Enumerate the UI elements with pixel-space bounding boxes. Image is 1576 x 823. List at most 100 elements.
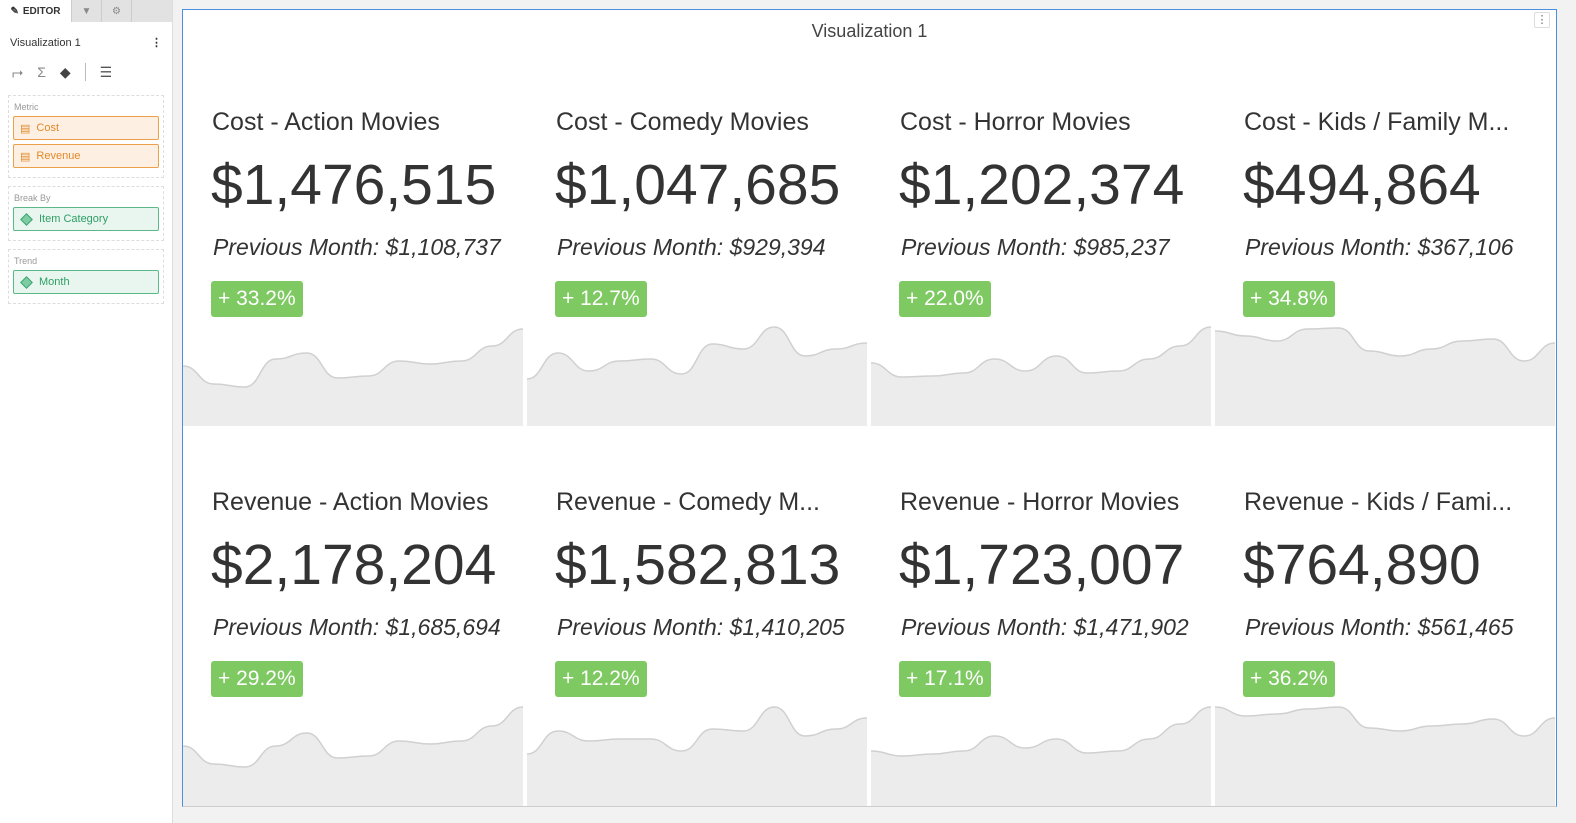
tab-editor[interactable]: ✎ EDITOR <box>0 0 72 22</box>
break-by-zone: Break By Item Category <box>8 186 164 241</box>
pill-label: Item Category <box>39 213 109 225</box>
trend-sparkline <box>1215 327 1555 426</box>
kpi-card: Cost - Action Movies $1,476,515 Previous… <box>183 10 523 426</box>
kpi-previous-month: Previous Month: $367,106 <box>1245 234 1514 260</box>
attribute-pill-item-category[interactable]: Item Category <box>13 207 159 231</box>
attribute-icon <box>20 212 33 226</box>
kpi-title: Cost - Comedy Movies <box>556 108 809 136</box>
trend-sparkline <box>871 706 1211 806</box>
kpi-previous-month: Previous Month: $929,394 <box>557 234 826 260</box>
kpi-previous-month: Previous Month: $561,465 <box>1245 614 1514 640</box>
more-options-icon: ⋮ <box>1536 14 1548 26</box>
metric-pill-cost[interactable]: ▤ Cost <box>13 116 159 140</box>
pill-label: Month <box>39 276 70 288</box>
kpi-value: $2,178,204 <box>211 533 497 597</box>
kpi-value: $1,047,685 <box>555 153 841 217</box>
kpi-card: Cost - Horror Movies $1,202,374 Previous… <box>871 10 1211 426</box>
editor-sidebar: ✎ EDITOR ▼ ⚙ Visualization 1 ⋮ ⮣ Σ ◆ ☰ M… <box>0 0 173 823</box>
sparkline-area <box>1215 707 1555 806</box>
trend-sparkline <box>871 326 1211 426</box>
metric-zone: Metric ▤ Cost ▤ Revenue <box>8 95 164 178</box>
settings-sliders-icon[interactable]: ☰ <box>99 63 113 80</box>
sparkline-line <box>527 706 867 755</box>
trend-zone-label: Trend <box>14 256 38 266</box>
more-options-icon[interactable]: ⋮ <box>151 37 162 49</box>
break-by-zone-label: Break By <box>14 193 51 203</box>
kpi-title: Revenue - Comedy M... <box>556 488 820 516</box>
sigma-icon[interactable]: Σ <box>37 64 46 80</box>
metric-icon: ▤ <box>20 150 31 163</box>
sparkline-area <box>527 327 867 426</box>
panel-more-options-button[interactable]: ⋮ <box>1534 12 1550 28</box>
sparkline-area <box>871 707 1211 806</box>
kpi-card: Revenue - Comedy M... $1,582,813 Previou… <box>527 390 867 806</box>
pill-label: Revenue <box>36 150 81 162</box>
metric-icon: ▤ <box>20 122 31 135</box>
kpi-value: $1,582,813 <box>555 533 841 597</box>
kpi-value: $1,723,007 <box>899 533 1185 597</box>
trend-sparkline <box>183 328 523 426</box>
gear-icon: ⚙ <box>112 5 121 17</box>
sparkline-area <box>871 327 1211 426</box>
tab-editor-label: EDITOR <box>22 5 61 17</box>
sparkline-line <box>183 328 523 388</box>
trend-zone: Trend Month <box>8 249 164 304</box>
kpi-change-badge: + 22.0% <box>899 281 991 317</box>
metric-zone-label: Metric <box>14 102 39 112</box>
sparkline-line <box>871 326 1211 378</box>
sparkline-line <box>871 706 1211 757</box>
sparkline-line <box>527 326 867 380</box>
eraser-icon[interactable]: ◆ <box>59 63 71 80</box>
trend-sparkline <box>1215 706 1555 806</box>
kpi-change-badge: + 12.2% <box>555 661 647 697</box>
kpi-change-badge: + 12.7% <box>555 281 647 317</box>
sparkline-line <box>1215 706 1555 737</box>
visualization-name: Visualization 1 <box>10 36 81 49</box>
kpi-card: Revenue - Kids / Fami... $764,890 Previo… <box>1215 390 1555 806</box>
kpi-title: Cost - Kids / Family M... <box>1244 108 1510 136</box>
visualization-title: Visualization 1 <box>811 21 928 41</box>
tab-settings[interactable]: ⚙ <box>102 0 132 22</box>
kpi-value: $494,864 <box>1243 153 1481 217</box>
sparkline-area <box>527 707 867 806</box>
kpi-change-badge: + 33.2% <box>211 281 303 317</box>
sidebar-tabs: ✎ EDITOR ▼ ⚙ <box>0 0 172 22</box>
sparkline-area <box>183 707 523 806</box>
kpi-value: $764,890 <box>1243 533 1481 597</box>
sparkline-area <box>1215 328 1555 426</box>
kpi-previous-month: Previous Month: $1,685,694 <box>213 614 501 640</box>
axis-swap-icon[interactable]: ⮣ <box>12 63 24 80</box>
kpi-change-badge: + 17.1% <box>899 661 991 697</box>
filter-icon: ▼ <box>81 5 92 17</box>
tab-filter[interactable]: ▼ <box>72 0 102 22</box>
kpi-previous-month: Previous Month: $1,108,737 <box>213 234 501 260</box>
kpi-card: Cost - Kids / Family M... $494,864 Previ… <box>1215 10 1555 426</box>
pencil-icon: ✎ <box>10 5 19 17</box>
kpi-title: Revenue - Horror Movies <box>900 488 1180 516</box>
kpi-title: Cost - Horror Movies <box>900 108 1131 136</box>
trend-sparkline <box>183 706 523 806</box>
kpi-value: $1,476,515 <box>211 153 497 217</box>
attribute-pill-month[interactable]: Month <box>13 270 159 294</box>
kpi-change-badge: + 29.2% <box>211 661 303 697</box>
kpi-title: Cost - Action Movies <box>212 108 440 136</box>
kpi-previous-month: Previous Month: $1,410,205 <box>557 614 845 640</box>
kpi-card: Revenue - Horror Movies $1,723,007 Previ… <box>871 390 1211 806</box>
kpi-title: Revenue - Kids / Fami... <box>1244 488 1513 516</box>
kpi-previous-month: Previous Month: $985,237 <box>901 234 1170 260</box>
kpi-change-badge: + 34.8% <box>1243 281 1335 317</box>
trend-sparkline <box>527 706 867 806</box>
kpi-card: Revenue - Action Movies $2,178,204 Previ… <box>183 390 523 806</box>
visualization-panel: Visualization 1 ⋮ Cost - Action Movies $… <box>182 9 1557 807</box>
editor-toolbar: ⮣ Σ ◆ ☰ <box>0 49 172 87</box>
kpi-title: Revenue - Action Movies <box>212 488 489 516</box>
kpi-previous-month: Previous Month: $1,471,902 <box>901 614 1189 640</box>
pill-label: Cost <box>36 122 60 134</box>
sparkline-line <box>183 706 523 768</box>
kpi-change-badge: + 36.2% <box>1243 661 1335 697</box>
sparkline-line <box>1215 327 1555 362</box>
trend-sparkline <box>527 326 867 426</box>
metric-pill-revenue[interactable]: ▤ Revenue <box>13 144 159 168</box>
attribute-icon <box>20 275 33 289</box>
kpi-card: Cost - Comedy Movies $1,047,685 Previous… <box>527 10 867 426</box>
